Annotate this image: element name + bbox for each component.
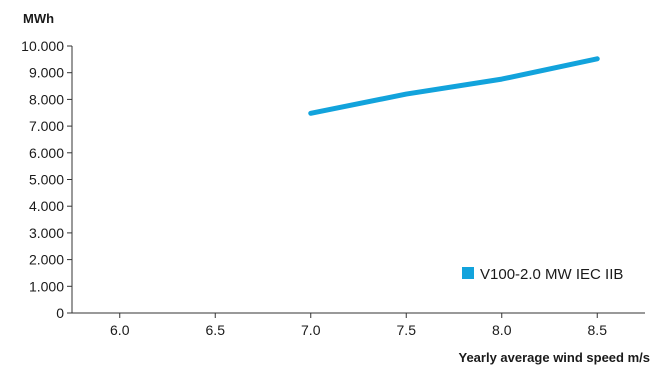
y-tick-label: 5.000 [29,172,64,188]
x-tick-label: 8.0 [492,322,512,338]
x-tick-label: 6.5 [206,322,226,338]
y-tick-label: 4.000 [29,198,64,214]
y-tick-label: 1.000 [29,278,64,294]
y-tick-label: 9.000 [29,65,64,81]
x-axis-ticks: 6.0 6.5 7.0 7.5 8.0 8.5 [110,313,607,338]
y-tick-label: 6.000 [29,145,64,161]
series-group [308,56,600,116]
series-line [308,56,600,116]
x-tick-label: 7.5 [397,322,417,338]
x-axis-label: Yearly average wind speed m/s [459,350,651,365]
y-tick-label: 0 [56,305,64,321]
y-tick-label: 10.000 [21,38,64,54]
y-tick-label: 8.000 [29,91,64,107]
legend-swatch [462,267,474,279]
y-tick-label: 2.000 [29,252,64,268]
x-tick-label: 8.5 [588,322,608,338]
y-axis-label: MWh [23,11,54,26]
legend: V100-2.0 MW IEC IIB [462,266,623,283]
legend-label: V100-2.0 MW IEC IIB [480,266,623,283]
y-tick-label: 7.000 [29,118,64,134]
y-tick-label: 3.000 [29,225,64,241]
y-axis-ticks: 0 1.000 2.000 3.000 4.000 5.000 6.000 7.000 8.00… [21,38,72,321]
x-tick-label: 6.0 [110,322,130,338]
x-tick-label: 7.0 [301,322,321,338]
